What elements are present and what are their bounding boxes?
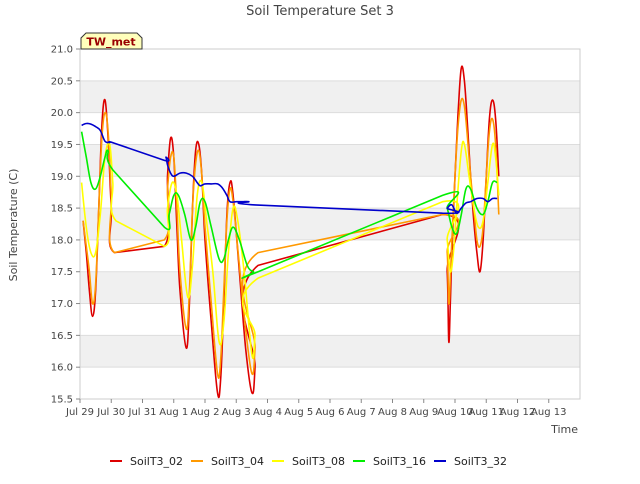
legend-item: SoilT3_08	[272, 455, 345, 468]
y-tick-label: 17.5	[51, 267, 73, 278]
y-tick-label: 17.0	[51, 299, 73, 310]
x-tick-label: Aug 6	[315, 407, 344, 418]
x-tick-label: Aug 4	[253, 407, 282, 418]
background-band	[80, 271, 580, 304]
background-band	[80, 303, 580, 336]
y-tick-label: 20.0	[51, 108, 73, 119]
x-tick-label: Jul 31	[128, 407, 157, 418]
x-axis: Jul 29 Jul 30 Jul 31 Aug 1 Aug 2 Aug 3 Aug 4 Au…	[65, 399, 566, 418]
site-label: TW_met	[86, 36, 135, 49]
x-tick-label: Jul 29	[65, 407, 94, 418]
y-tick-label: 18.0	[51, 235, 73, 246]
legend-label: SoilT3_32	[454, 455, 507, 468]
x-tick-label: Aug 2	[190, 407, 219, 418]
x-tick-label: Aug 3	[222, 407, 251, 418]
x-tick-label: Aug 8	[378, 407, 407, 418]
y-axis: 15.5 16.0 16.5 17.0 17.5 18.0 18.5 19.0 19.5 20.0…	[51, 45, 80, 406]
background-band	[80, 208, 580, 240]
background-band	[80, 49, 580, 81]
background-band	[80, 112, 580, 145]
x-tick-label: Aug 5	[284, 407, 313, 418]
y-tick-label: 18.5	[51, 204, 73, 215]
y-tick-label: 16.0	[51, 363, 73, 374]
background-band	[80, 80, 580, 113]
background-band	[80, 239, 580, 272]
legend-label: SoilT3_02	[130, 455, 183, 468]
y-axis-label: Soil Temperature (C)	[7, 169, 20, 282]
x-tick-label: Aug 7	[347, 407, 376, 418]
background-band	[80, 335, 580, 368]
y-tick-label: 15.5	[51, 395, 73, 406]
plot-background	[80, 49, 580, 399]
series-layer	[80, 65, 500, 399]
x-tick-label: Jul 30	[96, 407, 125, 418]
x-tick-label: Aug 10	[437, 407, 472, 418]
y-tick-label: 19.0	[51, 172, 73, 183]
legend-item: SoilT3_02	[110, 455, 183, 468]
y-tick-label: 20.5	[51, 76, 73, 87]
x-axis-label: Time	[550, 423, 578, 436]
series-line-soilt3-08	[80, 140, 500, 360]
x-tick-label: Aug 9	[409, 407, 438, 418]
legend-item: SoilT3_04	[191, 455, 264, 468]
x-tick-label: Aug 1	[159, 407, 188, 418]
x-tick-label: Aug 13	[531, 407, 566, 418]
y-tick-label: 21.0	[51, 45, 73, 56]
background-band	[80, 144, 580, 177]
series-line-soilt3-16	[80, 131, 498, 279]
legend-item: SoilT3_32	[434, 455, 507, 468]
legend-label: SoilT3_04	[211, 455, 264, 468]
legend: SoilT3_02 SoilT3_04 SoilT3_08 SoilT3_16 Soil…	[110, 455, 507, 468]
x-tick-label: Aug 12	[500, 407, 535, 418]
x-tick-label: Aug 11	[469, 407, 504, 418]
series-line-soilt3-32	[81, 122, 498, 215]
background-band	[80, 367, 580, 399]
y-tick-label: 19.5	[51, 140, 73, 151]
chart-title: Soil Temperature Set 3	[246, 4, 394, 19]
background-band	[80, 176, 580, 209]
site-label-box: TW_met	[80, 32, 143, 50]
legend-item: SoilT3_16	[353, 455, 426, 468]
legend-label: SoilT3_08	[292, 455, 345, 468]
y-tick-label: 16.5	[51, 331, 73, 342]
legend-label: SoilT3_16	[373, 455, 426, 468]
